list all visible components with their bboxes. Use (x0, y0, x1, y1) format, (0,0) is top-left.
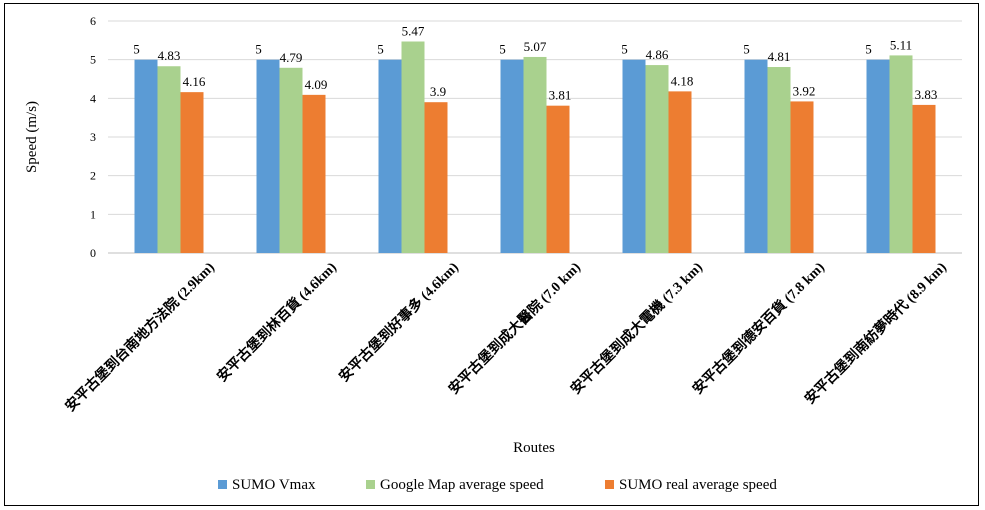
bar (889, 55, 913, 254)
bar (157, 66, 181, 254)
bars (134, 41, 936, 254)
bar (744, 59, 768, 253)
data-label: 5 (377, 42, 384, 57)
x-axis-title: Routes (513, 440, 555, 456)
bar (767, 67, 791, 253)
x-tick-label: 安平古堡到台南地方法院 (2.9km) (62, 259, 218, 415)
data-label: 5 (743, 42, 750, 57)
legend-swatch (366, 480, 375, 489)
data-label: 4.83 (158, 48, 181, 63)
data-label: 4.18 (671, 73, 694, 88)
bar (279, 67, 303, 253)
data-label: 4.09 (305, 77, 328, 92)
bar (523, 56, 547, 254)
data-label: 5 (865, 42, 872, 57)
y-tick-label: 6 (90, 14, 96, 28)
data-label: 5 (499, 42, 506, 57)
data-label: 4.16 (183, 74, 206, 89)
x-tick-label: 安平古堡到好事多 (4.6km) (335, 259, 462, 386)
legend-label: Google Map average speed (380, 477, 544, 493)
y-tick-label: 1 (90, 207, 96, 221)
y-tick-label: 0 (90, 246, 96, 260)
data-label: 3.81 (549, 88, 572, 103)
bar (401, 41, 425, 253)
data-label: 5 (621, 42, 628, 57)
data-label: 5 (133, 42, 140, 57)
y-tick-label: 2 (90, 169, 96, 183)
legend: SUMO Vmax Google Map average speed SUMO re… (218, 477, 777, 493)
x-axis-category-labels: 安平古堡到台南地方法院 (2.9km)安平古堡到林百貨 (4.6km)安平古堡到… (62, 259, 950, 415)
x-tick-label: 安平古堡到成大醫院 (7.0 km) (445, 259, 584, 398)
data-label: 3.83 (915, 87, 938, 102)
data-label: 5.07 (524, 39, 547, 54)
data-label: 3.9 (430, 84, 446, 99)
data-labels: 5 4.834.16 5 4.794.09 5 5.47 3.9 5 5.07 3.81 5 4.86… (133, 23, 937, 102)
x-tick-label: 安平古堡到林百貨 (4.6km) (213, 259, 340, 386)
x-tick-label: 安平古堡到南紡夢時代 (8.9 km) (801, 259, 950, 408)
y-axis-title: Speed (m/s) (24, 101, 40, 173)
y-tick-label: 5 (90, 53, 96, 67)
bar (302, 94, 326, 253)
bar (790, 101, 814, 253)
bar (378, 59, 402, 253)
bar (546, 105, 570, 254)
legend-label: SUMO real average speed (619, 477, 777, 493)
data-label: 4.86 (646, 47, 669, 62)
bar (645, 65, 669, 253)
legend-label: SUMO Vmax (232, 477, 316, 493)
bar (668, 91, 692, 253)
data-label: 3.92 (793, 83, 816, 98)
data-label: 4.81 (768, 49, 791, 64)
bar (622, 59, 646, 253)
x-tick-label: 安平古堡到德安百貨 (7.8 km) (689, 259, 828, 398)
y-axis-ticks: 0 1 2 3 4 5 6 (90, 14, 96, 260)
bar (134, 59, 158, 253)
x-tick-label: 安平古堡到成大電機 (7.3 km) (567, 259, 706, 398)
bar (912, 104, 936, 253)
y-tick-label: 3 (90, 130, 96, 144)
legend-swatch (605, 480, 614, 489)
bar (180, 92, 204, 253)
data-label: 5.11 (890, 37, 912, 52)
data-label: 5 (255, 42, 262, 57)
bar (500, 59, 524, 253)
bar (256, 59, 280, 253)
data-label: 5.47 (402, 23, 425, 38)
bar (424, 102, 448, 253)
y-tick-label: 4 (90, 91, 96, 105)
legend-swatch (218, 480, 227, 489)
data-label: 4.79 (280, 50, 303, 65)
bar (866, 59, 890, 253)
